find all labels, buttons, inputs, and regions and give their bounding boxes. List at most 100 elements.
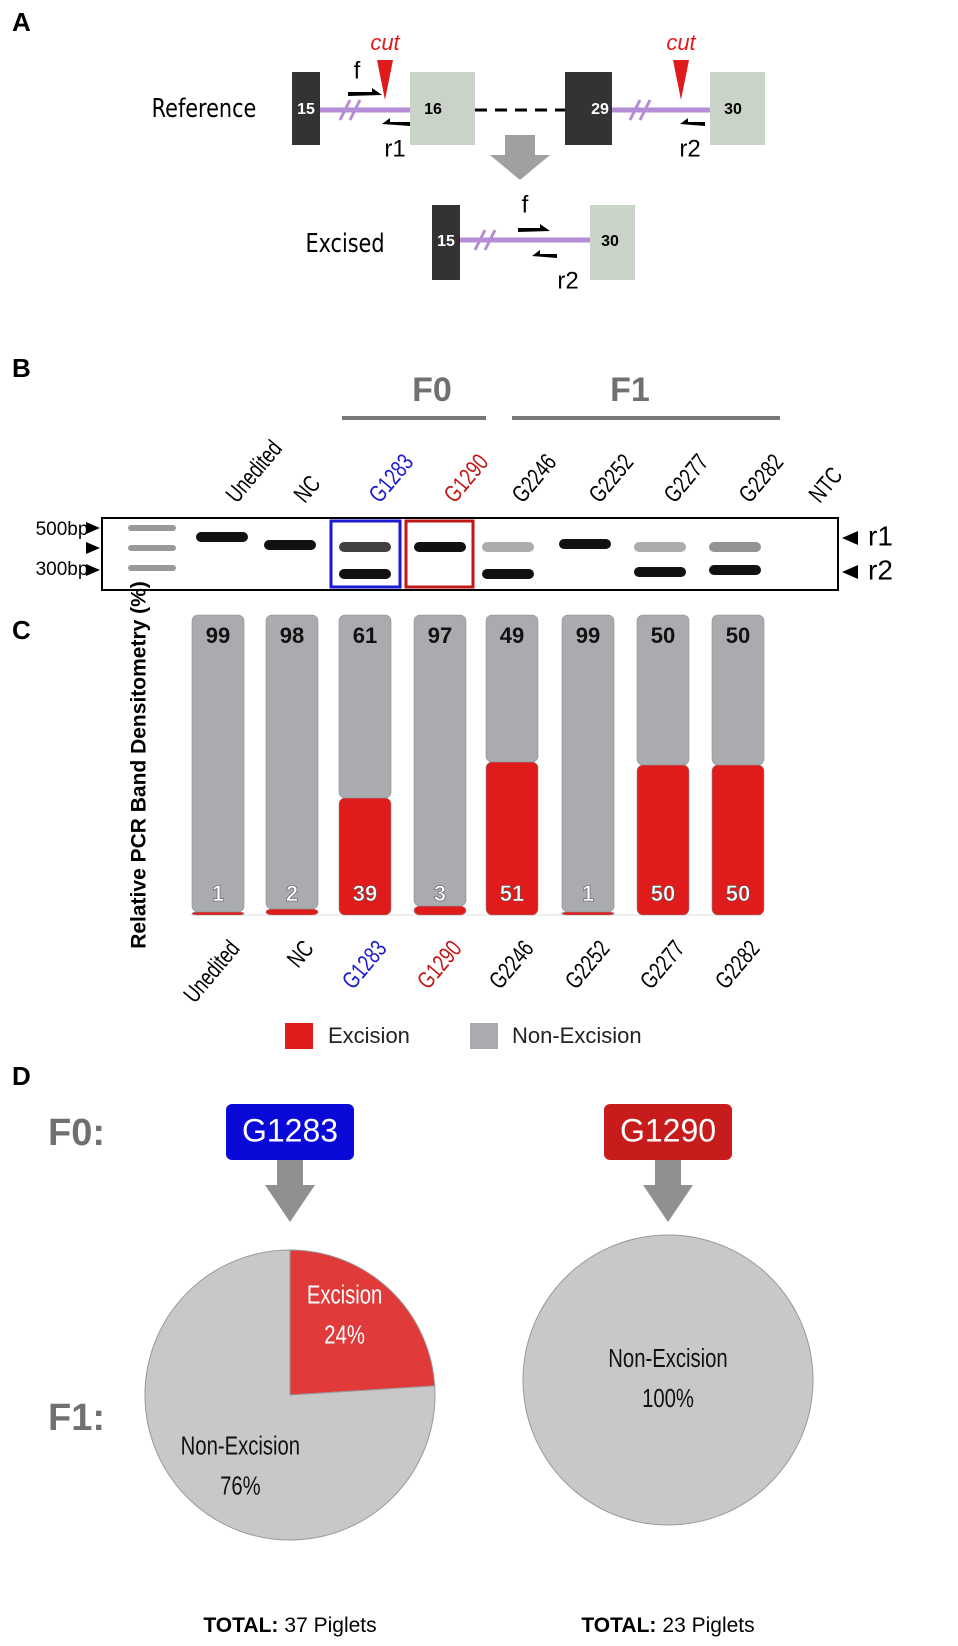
value-label: 97	[428, 623, 452, 648]
lane-label: Unedited	[221, 436, 287, 508]
lane-label: G1283	[364, 450, 419, 508]
lane-label: G2282	[734, 450, 789, 508]
primer	[532, 250, 557, 258]
gel-band	[339, 569, 391, 579]
highlight-box	[329, 519, 402, 589]
bar-segment	[191, 911, 245, 916]
value-label: 99	[576, 623, 600, 648]
bar-segment	[711, 614, 765, 766]
value-label: 49	[500, 623, 524, 648]
parent-box	[604, 1104, 732, 1160]
ladder-band	[128, 565, 176, 571]
lane-label: NC	[289, 471, 326, 508]
value-label: 61	[353, 623, 377, 648]
lane-label: G2277	[659, 450, 714, 508]
legend-label: Excision	[328, 1023, 410, 1048]
value-label: 39	[353, 881, 377, 906]
legend: Excision Non-Excision	[285, 1023, 642, 1049]
gel-band	[339, 542, 391, 552]
slice-label: Excision	[307, 1280, 382, 1309]
legend-label: Non-Excision	[512, 1023, 642, 1048]
exon	[432, 205, 460, 280]
gel-band	[196, 532, 248, 542]
gel-band	[482, 569, 534, 579]
lane-label: G2252	[584, 450, 639, 508]
panel-label: A	[12, 7, 31, 37]
primer	[348, 88, 382, 96]
exon-label: 29	[591, 101, 609, 118]
bar-segment	[636, 614, 690, 766]
x-tick-label: G2282	[711, 936, 766, 994]
reference-label: Reference	[152, 93, 257, 124]
bar-segment	[485, 614, 539, 763]
gel-band	[264, 540, 316, 550]
gel-band	[709, 565, 761, 575]
cut-label: cut	[666, 30, 696, 55]
gel-band	[414, 542, 466, 552]
value-label: 50	[726, 623, 750, 648]
band-label: r1	[868, 520, 893, 551]
primer-label: f	[522, 191, 529, 218]
pie-slice	[144, 1249, 436, 1541]
bar-segment	[191, 614, 245, 913]
panel-label: C	[12, 615, 31, 645]
exon-label: 30	[601, 233, 619, 250]
x-tick-label: NC	[283, 936, 320, 973]
gel-band	[634, 542, 686, 552]
x-tick-label: G1283	[338, 936, 393, 994]
gel-band	[482, 542, 534, 552]
gel-band	[634, 567, 686, 577]
gel-bands	[128, 525, 761, 579]
exon-label: 30	[724, 101, 742, 118]
group-label: F0	[412, 371, 452, 409]
value-label: 98	[280, 623, 304, 648]
lane-label: G2246	[507, 450, 562, 508]
total-heading: TOTAL:	[581, 1614, 656, 1637]
value-label: 1	[212, 881, 224, 906]
break-mark	[473, 229, 497, 251]
total-label: TOTAL: 23 Piglets	[581, 1614, 754, 1637]
x-tick-label: G2246	[485, 936, 540, 994]
arrow	[490, 135, 550, 180]
size-marker: 500bp	[36, 519, 89, 540]
bar-segment	[561, 911, 615, 916]
bar-segment	[413, 905, 467, 916]
band-label: r2	[868, 554, 893, 585]
value-label: 1	[582, 881, 594, 906]
legend-swatch	[285, 1023, 313, 1049]
lane-label: G1290	[439, 450, 494, 508]
gel-band	[559, 539, 611, 549]
y-axis-label: Relative PCR Band Densitometry (%)	[128, 581, 151, 949]
bar-segment	[413, 614, 467, 907]
excised-label: Excised	[305, 228, 384, 259]
panel-label: B	[12, 353, 31, 383]
value-label: 2	[286, 881, 298, 906]
primer	[518, 224, 550, 232]
primer-label: r2	[557, 267, 578, 294]
pie-slice	[522, 1234, 814, 1526]
gel-band	[709, 542, 761, 552]
x-tick-label: G1290	[413, 936, 468, 994]
lane-label: NTC	[804, 463, 848, 508]
cut-marker	[377, 60, 393, 100]
value-label: 50	[726, 881, 750, 906]
total-heading: TOTAL:	[203, 1614, 278, 1637]
exon	[590, 205, 635, 280]
ladder-band	[128, 525, 176, 531]
row-label: F0:	[48, 1112, 105, 1154]
legend-swatch	[470, 1023, 498, 1049]
value-label: 50	[651, 881, 675, 906]
panel-label: D	[12, 1061, 31, 1091]
size-marker: 300bp	[36, 559, 89, 580]
x-tick-label: G2252	[561, 936, 616, 994]
slice-label: Non-Excision	[181, 1431, 300, 1460]
value-label: 51	[500, 881, 524, 906]
break-mark	[338, 99, 652, 121]
parent-label: G1290	[620, 1112, 716, 1148]
primer	[680, 118, 705, 126]
primer	[382, 118, 410, 126]
bar-segment	[561, 614, 615, 913]
group-label: F1	[610, 371, 650, 409]
slice-value: 24%	[324, 1320, 365, 1349]
